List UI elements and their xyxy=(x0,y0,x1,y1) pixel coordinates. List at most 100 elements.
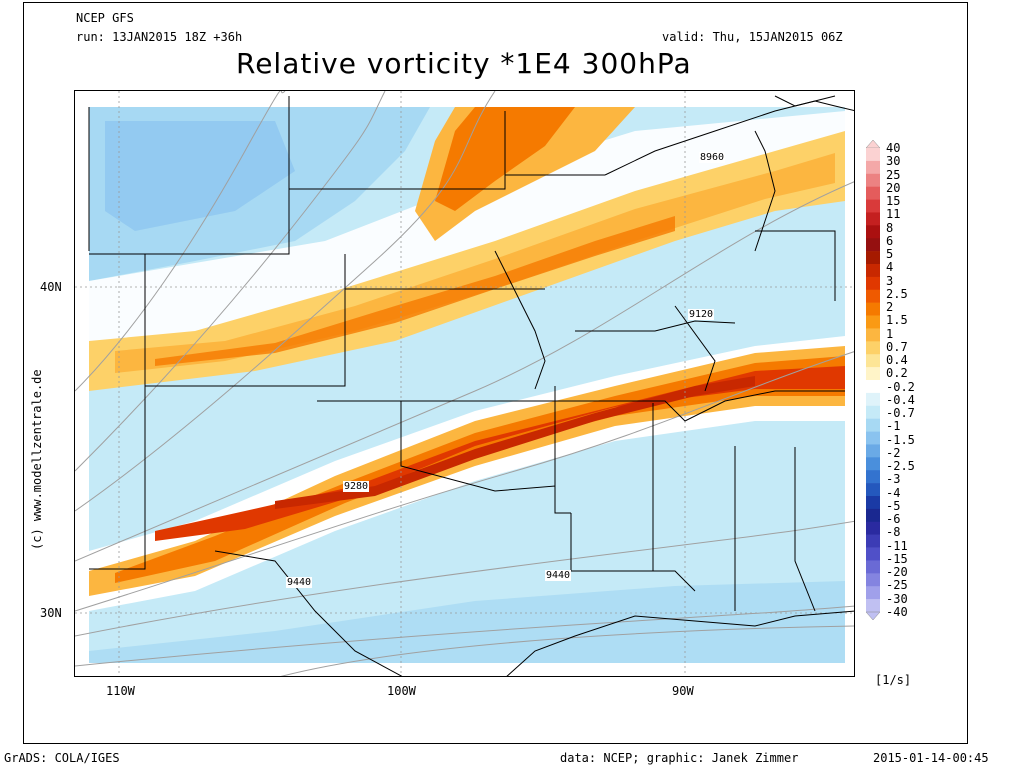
legend-label: 11 xyxy=(886,207,901,222)
legend-label: -0.7 xyxy=(886,406,915,421)
legend-arrow-top xyxy=(866,140,880,149)
legend-label: -1.5 xyxy=(886,432,915,447)
legend-label: 8 xyxy=(886,220,894,235)
watermark: (c) www.modellzentrale.de xyxy=(30,369,44,550)
legend-swatch xyxy=(866,496,880,510)
lon-label-90w: 90W xyxy=(672,684,694,698)
lat-label-30n: 30N xyxy=(40,606,62,620)
legend-swatch xyxy=(866,560,880,574)
map-canvas xyxy=(75,91,854,676)
legend-swatch xyxy=(866,341,880,355)
legend-swatch xyxy=(866,599,880,613)
legend-swatch xyxy=(866,238,880,252)
legend-swatch xyxy=(866,289,880,303)
legend-label: 4 xyxy=(886,260,894,275)
legend-swatch xyxy=(866,367,880,381)
legend-label: 1.5 xyxy=(886,313,908,328)
contour-label-9120: 9120 xyxy=(688,309,715,320)
legend-swatch xyxy=(866,405,880,419)
legend-label: 5 xyxy=(886,247,894,262)
legend-swatch xyxy=(866,521,880,535)
legend-label: 2.5 xyxy=(886,286,908,301)
legend-swatch xyxy=(866,483,880,497)
legend-label: 1 xyxy=(886,326,894,341)
legend-arrow-bottom xyxy=(866,611,880,620)
vorticity-map: 8960 9120 9280 9440 9440 xyxy=(74,90,855,677)
model-label: NCEP GFS xyxy=(76,11,134,25)
legend-swatch xyxy=(866,354,880,368)
legend-swatch xyxy=(866,547,880,561)
legend-label: 40 xyxy=(886,141,901,155)
legend-label: 3 xyxy=(886,273,894,288)
legend-swatch xyxy=(866,173,880,187)
contour-label-8960: 8960 xyxy=(699,152,726,163)
figure-frame xyxy=(23,2,968,744)
legend-swatch xyxy=(866,470,880,484)
legend-swatch xyxy=(866,225,880,239)
legend-label: 6 xyxy=(886,233,894,248)
coastline xyxy=(214,95,854,676)
legend-label: -40 xyxy=(886,605,908,619)
legend-swatch xyxy=(866,328,880,342)
state-boundaries xyxy=(88,95,845,612)
legend-label: -0.4 xyxy=(886,392,915,407)
unit-label: [1/s] xyxy=(875,673,912,687)
legend-swatch xyxy=(866,573,880,587)
map-title: Relative vorticity *1E4 300hPa xyxy=(236,47,692,80)
legend-swatch xyxy=(866,418,880,432)
legend-label: -3 xyxy=(886,472,901,487)
legend-swatch xyxy=(866,392,880,407)
legend-label: -5 xyxy=(886,498,901,513)
legend-swatch xyxy=(866,380,880,394)
run-label: run: 13JAN2015 18Z +36h xyxy=(76,30,243,44)
legend-swatch xyxy=(866,586,880,600)
legend-label: -11 xyxy=(886,538,908,553)
lat-label-40n: 40N xyxy=(40,280,62,294)
legend-label: 0.7 xyxy=(886,339,908,354)
legend-swatch xyxy=(866,251,880,265)
legend-swatch xyxy=(866,534,880,548)
legend-label: -2 xyxy=(886,445,901,460)
legend-swatch xyxy=(866,212,880,226)
contour-label-9280: 9280 xyxy=(343,481,370,492)
legend-label: 0.4 xyxy=(886,353,908,368)
legend-label: -4 xyxy=(886,485,901,500)
legend-swatch xyxy=(866,302,880,316)
legend-swatch xyxy=(866,148,880,162)
legend-swatch xyxy=(866,264,880,278)
legend-swatch xyxy=(866,508,880,523)
lon-label-110w: 110W xyxy=(106,684,135,698)
legend-label: -2.5 xyxy=(886,459,915,474)
legend-swatch xyxy=(866,315,880,329)
legend-swatch xyxy=(866,444,880,458)
legend-label: -15 xyxy=(886,551,908,566)
legend-label: -6 xyxy=(886,512,901,527)
legend-label: -20 xyxy=(886,565,908,580)
footer-software: GrADS: COLA/IGES xyxy=(4,751,120,765)
footer-credits: data: NCEP; graphic: Janek Zimmer xyxy=(560,751,799,765)
legend-label: 20 xyxy=(886,180,901,195)
height-contours xyxy=(75,91,854,676)
lon-label-100w: 100W xyxy=(387,684,416,698)
contour-label-9440-west: 9440 xyxy=(286,577,313,588)
legend-label: 25 xyxy=(886,167,901,182)
footer-timestamp: 2015-01-14-00:45 xyxy=(873,751,989,765)
legend-label: -25 xyxy=(886,578,908,593)
valid-label: valid: Thu, 15JAN2015 06Z xyxy=(662,30,843,44)
legend-swatch xyxy=(866,276,880,291)
legend-swatch xyxy=(866,457,880,471)
legend-label: -8 xyxy=(886,525,901,540)
legend-label: 15 xyxy=(886,194,901,209)
legend-label: -0.2 xyxy=(886,379,915,394)
legend-swatch xyxy=(866,160,880,175)
legend-swatch xyxy=(866,199,880,213)
legend-swatch xyxy=(866,186,880,200)
contour-label-9440-east: 9440 xyxy=(545,570,572,581)
legend-label: 2 xyxy=(886,300,894,315)
legend-label: 0.2 xyxy=(886,366,908,381)
legend-label: -30 xyxy=(886,591,908,606)
legend-label: 30 xyxy=(886,154,901,169)
color-legend-bar xyxy=(866,140,880,620)
legend-swatch xyxy=(866,431,880,445)
legend-label: -1 xyxy=(886,419,901,434)
